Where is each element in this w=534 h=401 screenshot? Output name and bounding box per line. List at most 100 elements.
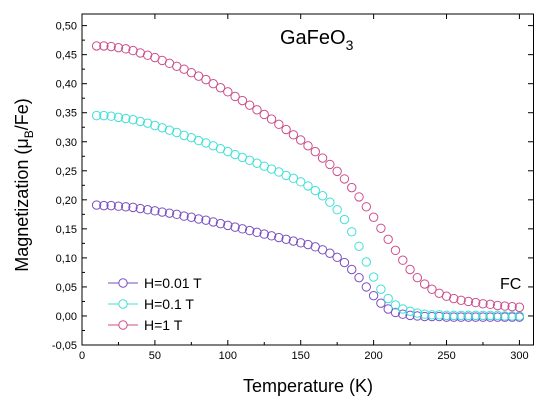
data-point (485, 310, 495, 321)
data-point (164, 125, 175, 135)
data-point (383, 293, 393, 304)
data-point (150, 206, 160, 216)
data-point (296, 177, 306, 187)
data-point (142, 204, 153, 215)
data-point (405, 264, 415, 275)
data-point (441, 291, 452, 301)
data-point (347, 182, 357, 193)
data-point (376, 298, 386, 308)
data-point (507, 301, 517, 312)
data-point (470, 297, 481, 308)
data-point (412, 308, 423, 318)
data-point (99, 110, 109, 121)
data-point (288, 236, 299, 246)
data-point (419, 279, 430, 289)
x-tick-label: 300 (510, 350, 528, 362)
data-point (405, 310, 415, 321)
data-point (310, 146, 320, 157)
data-point (390, 300, 401, 310)
fc-annotation: FC (500, 276, 521, 293)
data-point (339, 174, 350, 184)
y-axis-title-sub: B (22, 130, 36, 138)
legend-label: H=1 T (144, 317, 183, 333)
data-point (259, 109, 269, 120)
data-point (172, 209, 182, 220)
data-point (215, 83, 226, 93)
data-point (201, 215, 211, 225)
data-point (383, 234, 393, 245)
data-point (354, 241, 364, 251)
y-tick-label: 0,50 (56, 21, 77, 33)
data-point (325, 197, 335, 207)
data-point (303, 181, 313, 191)
data-point (412, 311, 423, 321)
data-point (164, 208, 175, 218)
data-point (252, 227, 262, 238)
x-axis: 0 50 100 150 200 250 300 (79, 14, 529, 362)
data-point (463, 310, 474, 321)
x-tick-label: 150 (292, 350, 310, 362)
y-tick-label: -0,05 (52, 340, 77, 352)
data-point (288, 130, 299, 140)
data-point (463, 296, 474, 307)
data-point (230, 222, 240, 232)
data-point (434, 310, 444, 320)
data-point (201, 74, 211, 85)
x-tick-label: 100 (219, 350, 237, 362)
y-tick-label: 0,30 (56, 137, 77, 149)
chart-title-sub: 3 (346, 37, 354, 53)
y-tick-label: 0,35 (56, 108, 77, 120)
data-point (332, 204, 342, 215)
data-point (492, 300, 503, 311)
data-point (303, 141, 313, 151)
data-point (91, 110, 102, 121)
data-point (507, 311, 517, 321)
data-point (354, 272, 364, 283)
data-point (419, 309, 430, 319)
data-point (113, 112, 124, 123)
data-point (325, 248, 335, 258)
y-tick-label: 0,25 (56, 166, 77, 178)
data-point (500, 301, 510, 311)
series-3 (91, 41, 525, 312)
data-point (347, 227, 357, 237)
data-point (427, 284, 437, 294)
data-point (193, 214, 204, 224)
y-tick-label: 0,00 (56, 311, 77, 323)
data-point (368, 290, 379, 301)
data-point (259, 229, 269, 239)
data-point (332, 166, 342, 177)
data-point (157, 123, 167, 133)
y-tick-label: 0,20 (56, 195, 77, 207)
data-point (237, 95, 248, 106)
data-point (208, 78, 218, 89)
data-point (449, 310, 459, 321)
y-axis-title-post: /Fe) (12, 98, 32, 130)
series-2 (91, 110, 525, 321)
data-point (121, 202, 131, 212)
y-tick-label: 0,45 (56, 50, 77, 62)
x-axis-title: Temperature (K) (243, 376, 373, 396)
data-point (99, 200, 109, 211)
data-point (237, 224, 248, 234)
data-point (128, 114, 138, 125)
legend-marker (118, 278, 128, 288)
data-point (106, 200, 116, 211)
data-point (91, 41, 102, 51)
x-tick-label: 50 (149, 350, 161, 362)
data-point (376, 223, 386, 233)
data-point (106, 111, 116, 121)
data-point (128, 202, 138, 213)
data-point (274, 119, 284, 130)
data-point (208, 217, 218, 227)
data-point (266, 231, 277, 241)
data-point (456, 295, 466, 305)
data-point (456, 310, 466, 321)
data-point (317, 153, 328, 163)
data-point (485, 299, 495, 310)
data-point (332, 252, 342, 263)
data-point (215, 218, 226, 229)
data-point (135, 48, 146, 58)
data-point (376, 284, 386, 294)
data-point (179, 130, 189, 141)
